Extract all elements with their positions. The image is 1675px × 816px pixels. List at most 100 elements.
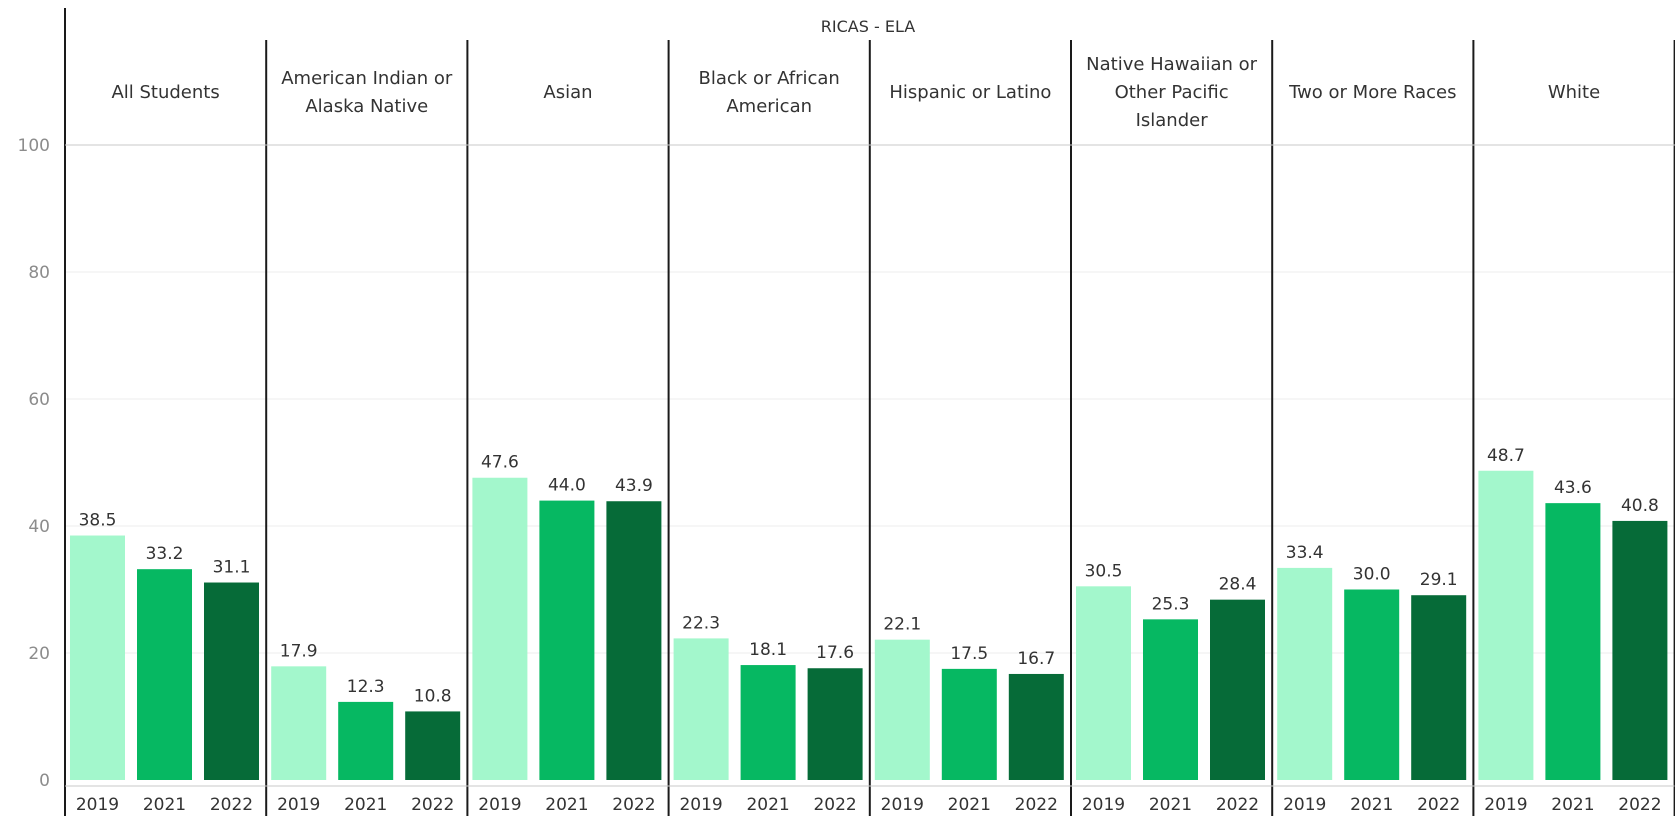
- x-tick-label: 2021: [948, 795, 991, 815]
- x-tick-label: 2021: [746, 795, 789, 815]
- x-tick-label: 2022: [210, 795, 253, 815]
- x-tick-label: 2019: [277, 795, 320, 815]
- group-header-line: White: [1548, 82, 1600, 103]
- x-tick-label: 2022: [612, 795, 655, 815]
- chart-title: RICAS - ELA: [821, 17, 915, 36]
- x-tick-label: 2019: [1283, 795, 1326, 815]
- bar: [472, 477, 528, 780]
- data-label: 17.6: [816, 643, 854, 663]
- bar: [1277, 567, 1333, 780]
- data-label: 28.4: [1219, 575, 1257, 595]
- bar: [1008, 673, 1064, 780]
- bar: [740, 665, 796, 780]
- bar: [1478, 470, 1534, 780]
- group-header-line: Black or African: [699, 68, 840, 89]
- bar: [204, 582, 259, 780]
- data-label: 30.5: [1085, 561, 1123, 581]
- data-label: 22.1: [883, 615, 921, 635]
- x-tick-label: 2019: [76, 795, 119, 815]
- data-label: 18.1: [749, 640, 787, 660]
- bar: [1076, 586, 1131, 780]
- x-tick-label: 2022: [1417, 795, 1460, 815]
- data-label: 22.3: [682, 613, 720, 633]
- y-tick-label: 40: [28, 517, 50, 537]
- data-label: 12.3: [347, 677, 385, 697]
- group-header: White: [1548, 82, 1600, 103]
- group-header-line: Alaska Native: [305, 96, 428, 117]
- x-tick-label: 2021: [344, 795, 387, 815]
- group-header: Asian: [543, 82, 592, 103]
- y-tick-label: 60: [28, 390, 50, 410]
- data-label: 44.0: [548, 476, 586, 496]
- bar: [1411, 595, 1467, 780]
- bar: [1612, 520, 1668, 780]
- data-label: 48.7: [1487, 446, 1525, 466]
- bar: [137, 569, 192, 780]
- data-label: 47.6: [481, 453, 519, 473]
- x-tick-label: 2021: [1350, 795, 1393, 815]
- x-tick-label: 2019: [478, 795, 521, 815]
- x-tick-label: 2022: [1618, 795, 1661, 815]
- group-header: Native Hawaiian or Other Pacific Islander: [1086, 54, 1257, 131]
- group-header: All Students: [111, 82, 219, 103]
- x-tick-label: 2021: [1149, 795, 1192, 815]
- bar: [1344, 589, 1400, 780]
- group-headers-layer: All Students American Indian or Alaska Nat…: [111, 54, 1600, 131]
- y-tick-label: 80: [28, 263, 50, 283]
- bar: [405, 711, 461, 780]
- bar: [606, 501, 662, 780]
- data-label: 40.8: [1621, 496, 1659, 516]
- x-tick-label: 2019: [1082, 795, 1125, 815]
- data-label: 33.4: [1286, 543, 1324, 563]
- bar: [1210, 599, 1265, 780]
- y-tick-label: 20: [28, 644, 50, 664]
- y-tick-label: 0: [39, 771, 50, 791]
- group-header-line: Native Hawaiian or: [1086, 54, 1257, 75]
- x-tick-label: 2022: [813, 795, 856, 815]
- x-tick-label: 2022: [411, 795, 454, 815]
- data-label: 38.5: [79, 511, 117, 531]
- x-tick-label: 2019: [679, 795, 722, 815]
- data-label: 33.2: [146, 544, 184, 564]
- data-label: 29.1: [1420, 570, 1458, 590]
- y-tick-label: 100: [18, 136, 50, 156]
- group-header-line: Two or More Races: [1288, 82, 1456, 103]
- data-label: 25.3: [1152, 594, 1190, 614]
- bars-layer: [70, 470, 1668, 780]
- group-header-line: American Indian or: [281, 68, 453, 89]
- data-label: 16.7: [1017, 649, 1055, 669]
- data-label: 17.9: [280, 641, 318, 661]
- bar: [70, 535, 125, 780]
- bar: [338, 701, 394, 780]
- group-header-line: American: [726, 96, 812, 117]
- bar: [673, 638, 729, 780]
- data-label: 30.0: [1353, 565, 1391, 585]
- data-label: 31.1: [213, 558, 251, 578]
- x-tick-label: 2019: [1484, 795, 1527, 815]
- data-label: 10.8: [414, 686, 452, 706]
- group-header-line: Asian: [543, 82, 592, 103]
- group-header-line: Other Pacific: [1115, 82, 1229, 103]
- x-tick-label: 2022: [1015, 795, 1058, 815]
- group-header: Hispanic or Latino: [889, 82, 1051, 103]
- data-label: 43.9: [615, 476, 653, 496]
- data-label: 43.6: [1554, 478, 1592, 498]
- data-label: 17.5: [950, 644, 988, 664]
- group-header: Black or African American: [699, 68, 840, 117]
- bar: [1545, 503, 1601, 780]
- bar: [271, 666, 327, 780]
- value-labels-layer: 38.5 17.9 47.6 22.3 22.1 30.5 33.4 48.7 33.2 12.3…: [79, 446, 1659, 707]
- bar: [941, 668, 997, 780]
- x-tick-label: 2019: [881, 795, 924, 815]
- bar: [539, 500, 595, 780]
- x-tick-label: 2021: [545, 795, 588, 815]
- group-header: Two or More Races: [1288, 82, 1456, 103]
- group-header-line: Islander: [1136, 110, 1209, 131]
- group-header-line: All Students: [111, 82, 219, 103]
- y-axis: 0 20 40 60 80 100: [18, 136, 50, 791]
- bar: [807, 668, 863, 780]
- x-tick-label: 2022: [1216, 795, 1259, 815]
- bar: [874, 639, 930, 780]
